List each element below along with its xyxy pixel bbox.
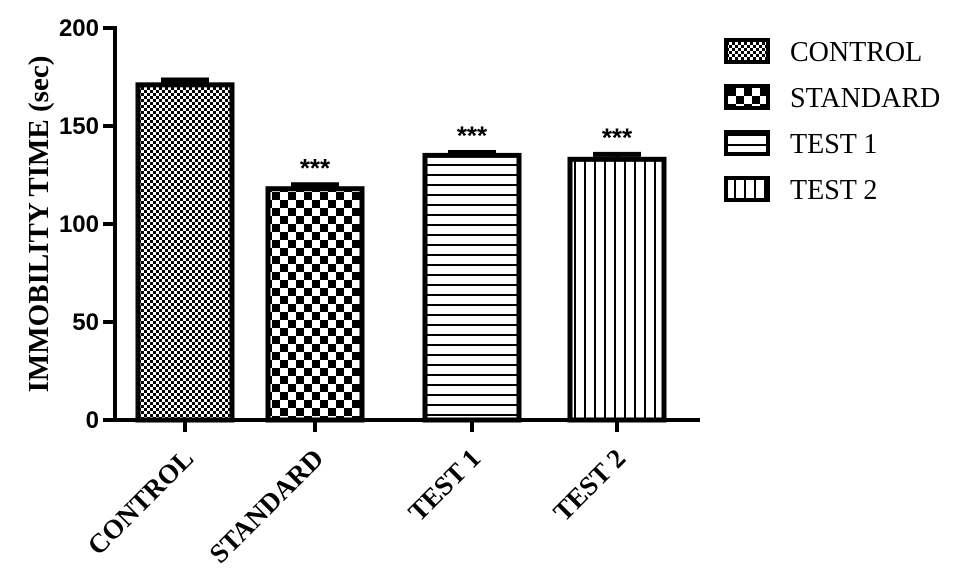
y-tick-label: 200 (59, 15, 99, 42)
legend-label: TEST 2 (790, 175, 877, 206)
bar-standard (265, 186, 365, 423)
y-tick-label: 50 (72, 309, 99, 336)
plot-area: 0 50 100 150 200 CONTROL *** STANDARD *** TEST 1 *… (59, 15, 700, 569)
x-tick-label: STANDARD (203, 443, 329, 569)
significance-annotation: *** (457, 120, 488, 150)
x-tick-label: CONTROL (81, 443, 199, 561)
bar-test-2 (567, 156, 667, 423)
legend-swatch (724, 176, 770, 202)
legend-label: TEST 1 (790, 129, 877, 160)
bar-test-1 (422, 152, 522, 423)
legend-swatch (724, 84, 770, 110)
legend: CONTROL STANDARD TEST 1 TEST 2 (724, 37, 940, 206)
legend-label: CONTROL (790, 37, 922, 68)
significance-annotation: *** (300, 153, 331, 183)
bar-control (135, 82, 235, 423)
legend-swatch (724, 130, 770, 156)
significance-annotation: *** (602, 122, 633, 152)
legend-swatch (724, 38, 770, 64)
legend-label: STANDARD (790, 83, 940, 114)
y-tick-label: 150 (59, 113, 99, 140)
x-tick-label: TEST 2 (547, 443, 631, 527)
y-tick-label: 0 (86, 407, 99, 434)
y-axis-label: IMMOBILITY TIME (sec) (23, 56, 55, 393)
x-tick-label: TEST 1 (402, 443, 486, 527)
y-tick-label: 100 (59, 211, 99, 238)
